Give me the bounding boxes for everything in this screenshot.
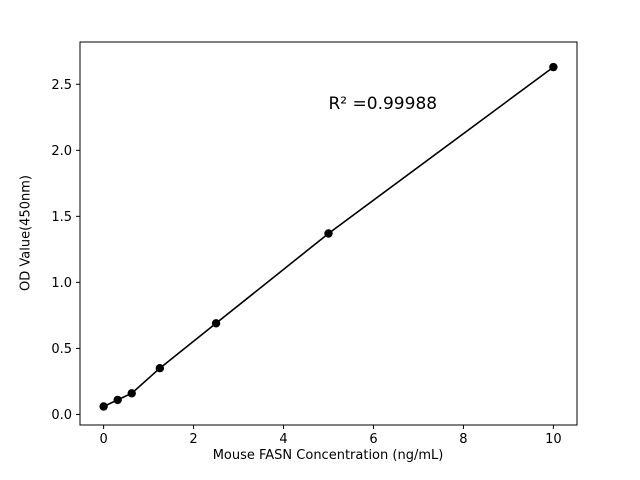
data-point (155, 364, 165, 373)
data-point (127, 389, 136, 398)
x-tick-label: 10 (545, 432, 562, 447)
x-axis-label: Mouse FASN Concentration (ng/mL) (212, 448, 444, 463)
r-squared-annotation: R² =0.99988 (328, 94, 438, 115)
y-tick-label: 1.0 (51, 276, 72, 291)
data-point (211, 319, 221, 328)
x-tick-label: 2 (189, 432, 197, 447)
data-point (324, 229, 333, 238)
y-tick-label: 2.5 (51, 78, 72, 93)
y-tick-label: 0.0 (51, 408, 72, 423)
x-tick-label: 0 (99, 432, 107, 447)
x-tick-label: 4 (279, 432, 287, 447)
x-tick-label: 6 (369, 432, 377, 447)
data-point (549, 62, 558, 72)
data-point (113, 395, 122, 405)
y-tick-label: 1.5 (51, 210, 72, 225)
y-axis-label: OD Value(450nm) (18, 175, 34, 291)
y-tick-label: 0.5 (51, 342, 72, 357)
x-tick-label: 8 (459, 432, 467, 447)
y-tick-label: 2.0 (51, 144, 72, 159)
data-point (99, 402, 108, 411)
